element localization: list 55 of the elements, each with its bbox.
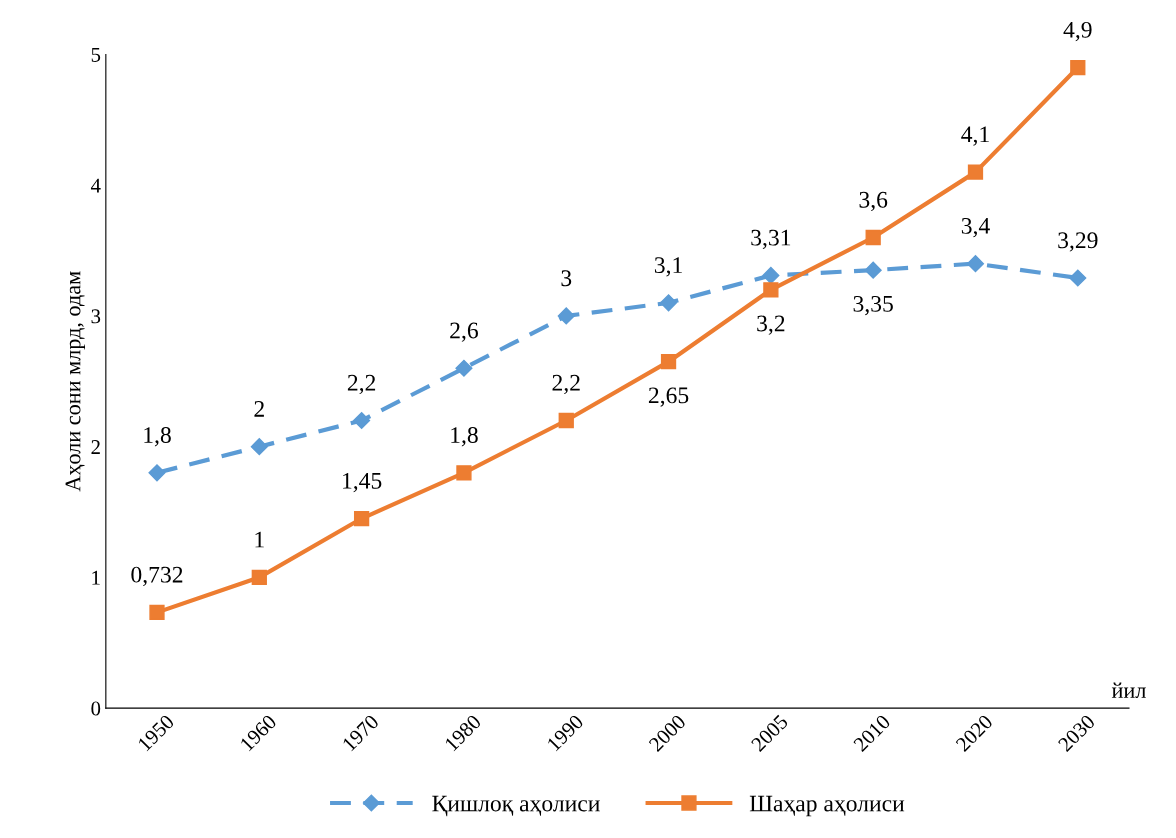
point: [660, 354, 677, 370]
data-label: 2,6: [450, 322, 478, 342]
data-label: 3,35: [853, 295, 893, 316]
data-label: 3,4: [961, 217, 990, 238]
point: [250, 438, 268, 456]
point: [558, 412, 574, 429]
point: [967, 164, 984, 180]
legend-label: Шаҳар аҳолиси: [749, 795, 905, 817]
data-label: 1,45: [343, 472, 382, 493]
point: [353, 510, 370, 527]
point: [455, 359, 473, 377]
data-label: 1: [255, 531, 264, 548]
data-label: 1,8: [451, 427, 478, 447]
data-label: 4,1: [961, 126, 989, 146]
point: [353, 411, 371, 430]
point: [456, 465, 472, 481]
data-label: 3,6: [859, 191, 888, 212]
point: [149, 604, 165, 621]
data-label: 3,1: [654, 257, 682, 277]
data-label: 3: [561, 270, 572, 287]
data-label: 0,732: [131, 566, 183, 587]
x-tick-label: 1990: [546, 713, 585, 752]
data-label: 2,2: [552, 374, 580, 395]
point: [1070, 59, 1086, 76]
data-label: 4,9: [1063, 21, 1092, 42]
point: [660, 294, 678, 312]
y-tick-label: 1: [92, 570, 100, 585]
point: [148, 464, 166, 482]
legend-label: Қишлоқ аҳолиси: [432, 795, 600, 817]
x-tick-label: 1950: [137, 713, 175, 752]
y-tick-label: 4: [90, 178, 101, 193]
point: [1069, 269, 1087, 287]
y-tick-label: 5: [91, 48, 101, 62]
point: [966, 255, 985, 273]
y-tick-label: 2: [91, 440, 100, 454]
point: [763, 282, 779, 298]
point: [864, 261, 882, 279]
data-label: 2,2: [347, 374, 376, 395]
x-tick-label: 1970: [341, 713, 380, 752]
data-label: 2: [254, 400, 264, 417]
data-label: 3,29: [1058, 232, 1098, 252]
point: [251, 569, 267, 586]
point: [557, 307, 575, 325]
point: [865, 229, 881, 246]
data-label: 2,65: [648, 387, 689, 407]
data-label: 1,8: [144, 427, 171, 447]
data-label: 3,2: [757, 315, 785, 335]
x-tick-label: 1980: [444, 713, 482, 752]
point: [762, 266, 780, 284]
x-axis-title: йил: [1111, 682, 1146, 699]
data-label: 3,31: [751, 229, 791, 249]
x-tick-label: 1960: [239, 713, 278, 752]
y-tick-label: 3: [91, 309, 101, 324]
y-axis-title: Аҳоли сони млрд, одам: [65, 271, 86, 492]
y-tick-label: 0: [91, 701, 101, 716]
